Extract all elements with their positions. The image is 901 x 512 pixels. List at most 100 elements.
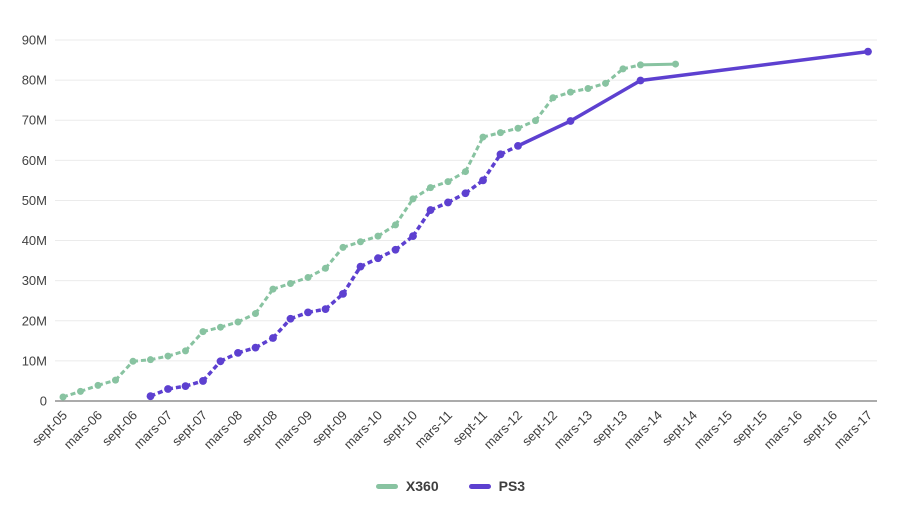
series-line-ps3 <box>201 360 222 383</box>
x-tick-label: mars-07 <box>131 408 175 452</box>
series-line-ps3 <box>341 265 362 295</box>
data-point-ps3[interactable] <box>251 343 260 352</box>
x-tick-label: mars-17 <box>831 408 875 452</box>
data-point-ps3[interactable] <box>444 198 452 207</box>
series-line-x360 <box>640 62 676 67</box>
series-line-x360 <box>394 198 415 226</box>
series-line-ps3 <box>481 153 502 182</box>
data-point-ps3[interactable] <box>146 392 155 401</box>
data-point-x360[interactable] <box>514 124 522 132</box>
data-point-ps3[interactable] <box>391 245 400 254</box>
data-point-ps3[interactable] <box>566 117 575 125</box>
data-point-ps3[interactable] <box>426 206 435 214</box>
data-point-x360[interactable] <box>672 60 679 68</box>
data-point-x360[interactable] <box>94 381 102 389</box>
data-point-x360[interactable] <box>584 85 592 93</box>
data-point-x360[interactable] <box>637 61 644 69</box>
data-point-ps3[interactable] <box>461 189 470 198</box>
x-tick-label: mars-10 <box>341 408 385 452</box>
y-tick-label: 0 <box>40 394 47 409</box>
series-line-x360 <box>534 96 555 122</box>
data-point-x360[interactable] <box>269 285 277 293</box>
data-point-x360[interactable] <box>602 79 609 87</box>
data-point-ps3[interactable] <box>374 254 382 263</box>
data-point-ps3[interactable] <box>356 262 365 271</box>
data-point-ps3[interactable] <box>636 76 645 85</box>
legend-swatch-x360-icon <box>375 483 398 489</box>
series-line-x360 <box>184 330 205 352</box>
legend-swatch-ps3-icon <box>468 483 491 489</box>
series-line-x360 <box>114 360 135 382</box>
series-line-ps3 <box>569 78 642 123</box>
y-tick-label: 90M <box>22 33 47 48</box>
data-point-ps3[interactable] <box>864 47 872 56</box>
data-point-ps3[interactable] <box>269 334 277 342</box>
legend-label-ps3: PS3 <box>498 478 526 494</box>
data-point-x360[interactable] <box>287 279 294 287</box>
y-tick-label: 80M <box>22 73 47 88</box>
legend-item-x360[interactable]: X360 <box>375 478 439 494</box>
data-point-x360[interactable] <box>252 310 259 318</box>
x-tick-label: mars-11 <box>411 408 455 452</box>
data-point-x360[interactable] <box>304 273 312 281</box>
data-point-x360[interactable] <box>479 133 487 141</box>
x-tick-label: mars-08 <box>201 408 245 452</box>
data-point-ps3[interactable] <box>234 348 242 357</box>
data-point-x360[interactable] <box>357 238 364 246</box>
data-point-x360[interactable] <box>217 323 224 331</box>
data-point-x360[interactable] <box>462 168 469 176</box>
data-point-ps3[interactable] <box>164 385 172 393</box>
data-point-x360[interactable] <box>129 357 137 365</box>
data-point-x360[interactable] <box>112 376 119 384</box>
data-point-ps3[interactable] <box>321 305 330 314</box>
data-point-x360[interactable] <box>409 195 417 203</box>
y-tick-label: 10M <box>22 353 47 368</box>
data-point-ps3[interactable] <box>286 314 295 323</box>
data-point-x360[interactable] <box>567 88 574 96</box>
legend-item-ps3[interactable]: PS3 <box>468 478 526 494</box>
data-point-x360[interactable] <box>549 94 557 102</box>
data-point-x360[interactable] <box>182 347 189 355</box>
series-line-ps3 <box>640 49 869 83</box>
data-point-x360[interactable] <box>444 178 452 186</box>
data-point-x360[interactable] <box>199 328 207 336</box>
data-point-x360[interactable] <box>532 117 539 125</box>
series-line-ps3 <box>517 119 572 148</box>
x-tick-label: mars-16 <box>761 408 805 452</box>
series-line-ps3 <box>411 209 432 238</box>
data-point-ps3[interactable] <box>496 150 505 159</box>
data-point-ps3[interactable] <box>181 382 190 391</box>
y-tick-label: 20M <box>22 313 47 328</box>
data-point-ps3[interactable] <box>514 141 522 150</box>
chart-legend: X360 PS3 <box>0 478 901 494</box>
y-tick-label: 60M <box>22 153 47 168</box>
data-point-x360[interactable] <box>164 352 172 360</box>
series-line-ps3 <box>271 317 292 340</box>
data-point-x360[interactable] <box>234 318 242 326</box>
data-point-x360[interactable] <box>322 264 329 272</box>
x-tick-label: mars-09 <box>271 408 315 452</box>
data-point-ps3[interactable] <box>409 232 417 241</box>
y-tick-label: 30M <box>22 273 47 288</box>
series-line-x360 <box>464 136 485 173</box>
y-tick-label: 50M <box>22 193 47 208</box>
series-line-x360 <box>254 288 275 315</box>
data-point-ps3[interactable] <box>304 308 312 317</box>
series-line-x360 <box>604 67 624 85</box>
data-point-x360[interactable] <box>59 393 67 401</box>
data-point-x360[interactable] <box>619 65 627 73</box>
data-point-ps3[interactable] <box>479 176 487 185</box>
data-point-ps3[interactable] <box>199 377 207 385</box>
series-line-x360 <box>324 246 345 270</box>
data-point-ps3[interactable] <box>339 290 347 298</box>
data-point-x360[interactable] <box>339 243 347 251</box>
data-point-x360[interactable] <box>147 356 154 364</box>
data-point-x360[interactable] <box>427 184 434 192</box>
data-point-x360[interactable] <box>374 232 382 240</box>
data-point-x360[interactable] <box>392 221 399 229</box>
data-point-ps3[interactable] <box>216 357 225 366</box>
data-point-x360[interactable] <box>497 129 504 137</box>
data-point-x360[interactable] <box>77 387 84 395</box>
